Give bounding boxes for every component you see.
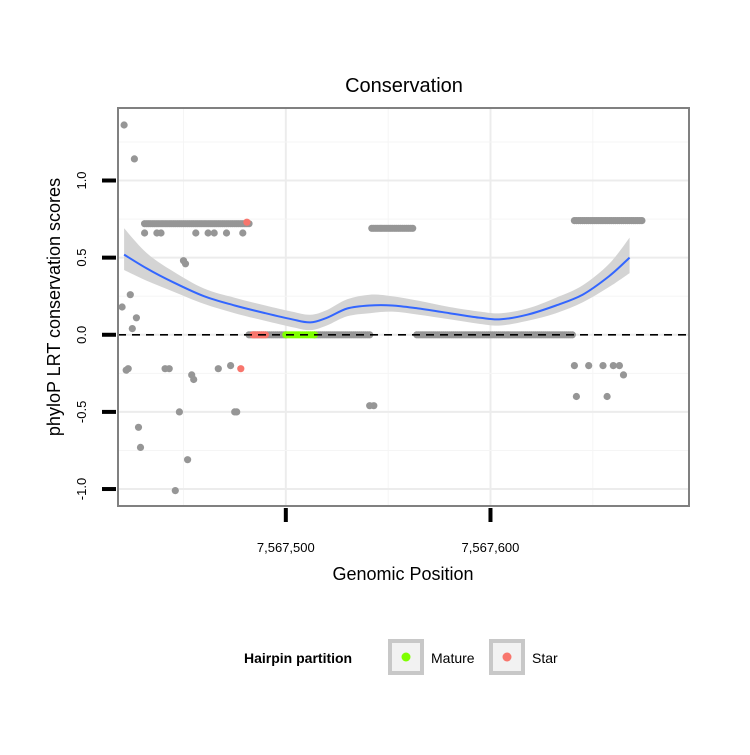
data-point (175, 408, 183, 416)
x-axis-title: Genomic Position (332, 564, 473, 584)
data-point (609, 362, 617, 370)
data-point (409, 224, 417, 232)
data-point (243, 218, 251, 226)
y-tick-label: 0.0 (74, 326, 89, 344)
data-point (190, 375, 198, 384)
data-point (366, 331, 374, 339)
legend-label-mature: Mature (431, 650, 475, 666)
data-point (585, 362, 593, 370)
legend-title: Hairpin partition (244, 650, 352, 666)
data-point (124, 365, 132, 373)
data-point (619, 371, 628, 379)
data-point (120, 121, 128, 129)
data-point (157, 229, 165, 237)
legend-label-star: Star (532, 650, 558, 666)
data-point (136, 443, 145, 451)
data-point (126, 291, 134, 299)
legend: Hairpin partition Mature Star (244, 639, 558, 675)
y-tick-label: 1.0 (74, 171, 89, 189)
legend-dot-mature (401, 652, 411, 662)
data-point (222, 229, 231, 237)
y-tick-label: -1.0 (74, 478, 89, 500)
data-point (128, 325, 136, 333)
data-point (603, 392, 611, 401)
data-point (192, 229, 200, 237)
y-tick-label: -0.5 (74, 401, 89, 423)
data-point (237, 365, 245, 373)
data-point (184, 456, 192, 464)
data-point (134, 423, 143, 431)
x-tick-label: 7,567,600 (462, 540, 520, 555)
data-point (132, 314, 140, 322)
legend-dot-star (502, 652, 512, 662)
data-point (570, 362, 579, 370)
data-point (118, 303, 126, 311)
data-point (233, 408, 241, 416)
smooth-line-layer (123, 253, 631, 324)
data-point (210, 229, 218, 237)
data-point (370, 402, 378, 410)
data-point (599, 362, 607, 370)
smooth-line (123, 253, 631, 324)
data-point (181, 260, 190, 268)
data-point (165, 365, 173, 373)
data-point (141, 229, 149, 237)
plot-panel-border (117, 107, 690, 507)
chart-title: Conservation (345, 75, 463, 97)
data-point (171, 487, 179, 495)
confidence-band (124, 228, 630, 331)
x-tick-label: 7,567,500 (257, 540, 315, 555)
data-point (638, 217, 646, 225)
data-point (615, 362, 624, 370)
data-point (204, 229, 212, 237)
data-point (239, 229, 247, 237)
y-axis-title: phyloP LRT conservation scores (44, 178, 64, 436)
axes: 7,567,500 7,567,600 -1.0 -0.5 0.0 0.5 1.0 (74, 171, 519, 555)
data-point (214, 365, 222, 373)
data-point (572, 392, 581, 401)
y-tick-label: 0.5 (74, 249, 89, 267)
data-point (227, 362, 235, 370)
data-point (130, 155, 138, 163)
confidence-band-layer (124, 228, 630, 331)
